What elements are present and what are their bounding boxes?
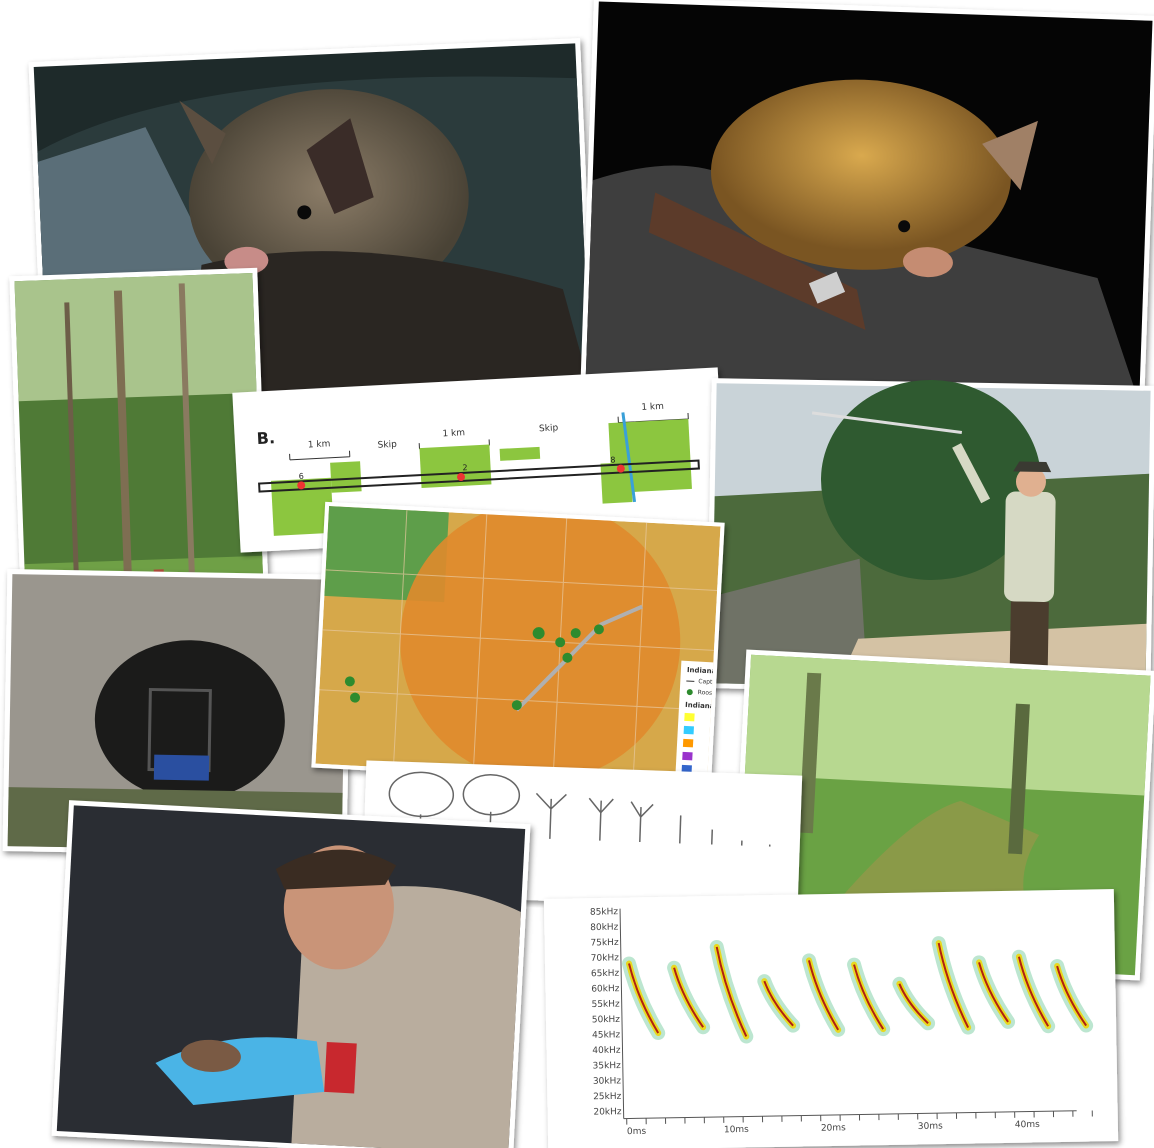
x-tick-label: 10ms (724, 1125, 749, 1135)
x-tick-label: 30ms (918, 1122, 943, 1132)
site-label: 2 (462, 463, 468, 472)
x-tick-label: 20ms (821, 1123, 846, 1133)
call-core (853, 964, 885, 1030)
spectrogram: 85kHz 80kHz 75kHz 70kHz 65kHz 60kHz 55kHz 50kHz… (543, 889, 1119, 1148)
legend-title: Indiana bat buffers (685, 701, 761, 713)
x-tick-label: 0ms (627, 1127, 647, 1137)
y-tick-label: 65kHz (591, 969, 620, 979)
y-tick-label: 25kHz (593, 1092, 622, 1102)
y-tick-label: 85kHz (590, 907, 619, 917)
habitat-map: Indiana bat locations Capture site Roost… (311, 501, 761, 789)
y-tick-label: 80kHz (590, 923, 619, 933)
legend-item: Roost (698, 689, 716, 697)
telemetry-photo (706, 378, 1154, 696)
call-core (1056, 965, 1087, 1027)
call-core (673, 967, 704, 1028)
call-core (978, 962, 1009, 1023)
call-core (937, 942, 970, 1029)
call-core (715, 946, 748, 1037)
panel-label: B. (256, 428, 275, 448)
segment-label: Skip (539, 423, 559, 434)
y-tick-label: 75kHz (590, 938, 619, 948)
y-tick-label: 60kHz (591, 984, 620, 994)
legend-item: Capture site (698, 678, 735, 687)
bat-photo-2 (580, 0, 1154, 408)
segment-label: Skip (377, 440, 397, 451)
handling-photo (51, 800, 531, 1148)
site-label: 8 (610, 455, 616, 464)
call-core (628, 963, 660, 1034)
segment-label: 1 km (308, 439, 331, 450)
call-core (808, 960, 840, 1031)
y-tick-label: 55kHz (591, 999, 620, 1009)
site-label: 6 (299, 472, 305, 481)
y-tick-label: 50kHz (592, 1015, 621, 1025)
y-tick-label: 45kHz (592, 1030, 621, 1040)
call-core (1017, 956, 1050, 1027)
x-tick-label: 40ms (1015, 1120, 1040, 1130)
segment-label: 1 km (641, 402, 664, 413)
y-tick-label: 30kHz (593, 1076, 622, 1086)
y-tick-label: 35kHz (593, 1061, 622, 1071)
call-core (763, 980, 794, 1027)
call-core (898, 983, 929, 1025)
y-tick-label: 40kHz (592, 1046, 621, 1056)
y-tick-label: 20kHz (593, 1107, 622, 1117)
y-tick-label: 70kHz (591, 953, 620, 963)
segment-label: 1 km (442, 428, 465, 439)
